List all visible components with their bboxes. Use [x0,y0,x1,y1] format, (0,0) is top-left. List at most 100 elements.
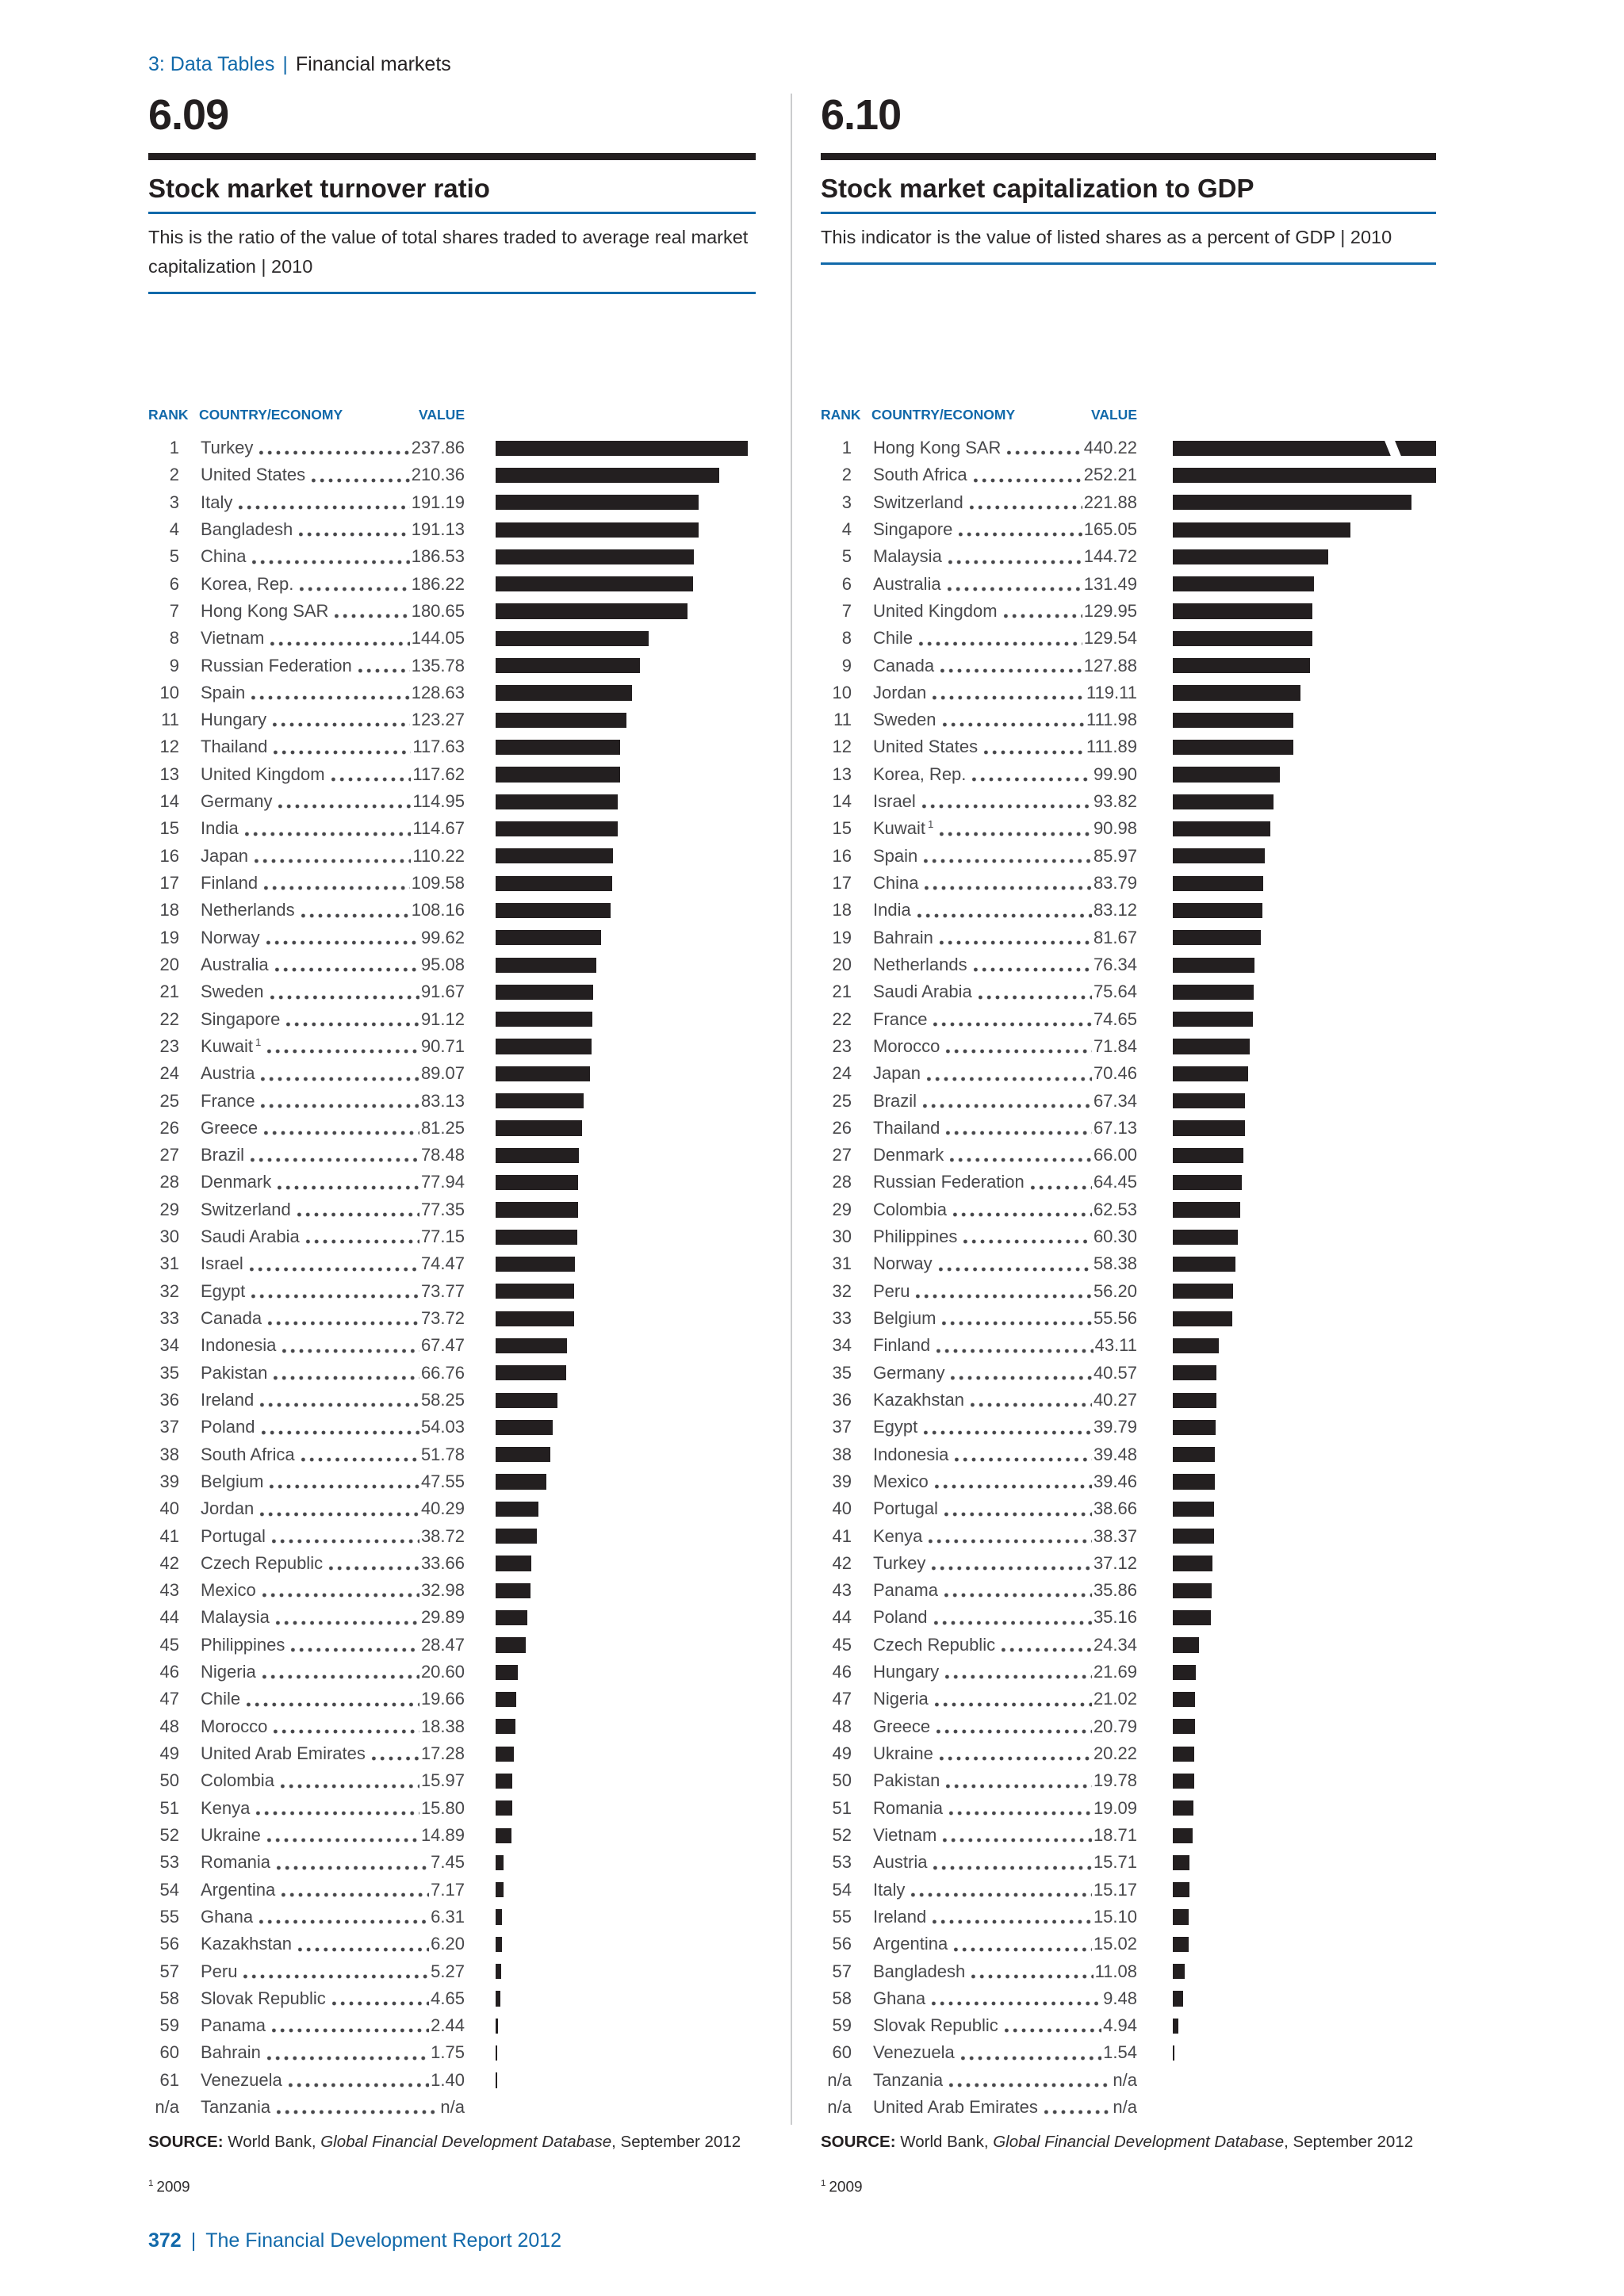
rank-cell: 17 [832,873,852,893]
value-cell: 109.58 [411,873,465,893]
source-line: SOURCE: World Bank, Global Financial Dev… [821,2133,1413,2152]
value-cell: 5.27 [431,1961,465,1981]
country-name: Bahrain [873,927,933,947]
dot-leader [329,1984,430,2013]
value-cell: 180.65 [411,600,465,621]
bar-cell [496,1441,756,1468]
value-cell: 15.10 [1093,1906,1137,1927]
country-name: Saudi Arabia [873,982,972,1002]
rank-cell: 10 [832,682,852,702]
dot-leader [1005,434,1082,462]
rank-cell: 45 [159,1634,179,1655]
value-cell: 77.35 [420,1199,465,1219]
dot-leader [929,1549,1092,1578]
country-name: Belgium [201,1471,264,1491]
dot-leader [295,1931,430,1958]
table-row: 56 Kazakhstan 6.20 [148,1931,756,1958]
value-cell: 43.11 [1094,1335,1137,1356]
bar [1173,1827,1193,1843]
rank-cell: 50 [832,1770,852,1791]
bar [1173,1936,1189,1952]
country-entry: Argentina 15.02 [873,1931,1137,1958]
footer-report-title: The Financial Development Report 2012 [205,2229,562,2252]
value-cell: n/a [440,2097,465,2118]
dot-leader [264,1821,419,1850]
country-name: Hong Kong SAR [201,600,329,621]
country-name: United Kingdom [873,600,998,621]
dot-leader [272,951,419,979]
country-name: Hungary [201,710,267,730]
value-cell: 35.16 [1093,1607,1137,1628]
country-entry: Colombia 62.53 [873,1196,1137,1224]
rank-cell: 23 [159,1035,179,1056]
rank-cell: 27 [832,1145,852,1165]
country-entry: Bangladesh 11.08 [873,1957,1137,1985]
rank-cell: n/a [155,2097,179,2118]
table-row: 47 Chile 19.66 [148,1686,756,1713]
bar [496,1529,537,1544]
table-row: 2 South Africa 252.21 [821,461,1436,489]
value-cell: 440.22 [1083,438,1137,457]
country-name: United States [201,465,306,485]
value-cell: 131.49 [1083,573,1137,594]
bar [1173,712,1293,728]
country-name: Turkey [201,438,254,457]
country-entry: Malaysia 29.89 [201,1604,465,1632]
rank-cell: 16 [159,845,179,866]
value-cell: 77.94 [420,1172,465,1192]
bar-cell [1173,2067,1436,2094]
rank-cell: 34 [159,1335,179,1356]
country-name: Belgium [873,1308,936,1328]
rank-cell: 43 [832,1580,852,1601]
country-name: Israel [201,1253,243,1274]
table-row: 32 Peru 56.20 [821,1277,1436,1305]
dot-leader [934,1712,1092,1740]
table-row: 51 Kenya 15.80 [148,1794,756,1822]
bar-cell [1173,1360,1436,1387]
rank-cell: 28 [159,1172,179,1192]
dot-leader [267,978,419,1006]
table-row: 48 Greece 20.79 [821,1712,1436,1740]
table-row: 58 Ghana 9.48 [821,1984,1436,2013]
bar-cell [1173,1033,1436,1060]
table-row: 28 Denmark 77.94 [148,1169,756,1196]
value-cell: 1.40 [431,2069,465,2090]
rank-cell: 61 [159,2069,179,2090]
rank-cell: 57 [832,1961,852,1981]
value-cell: 21.69 [1093,1662,1137,1682]
country-name: South Africa [873,465,967,485]
country-name: Switzerland [873,492,963,512]
bar [496,2045,498,2061]
country-entry: Peru 56.20 [873,1277,1137,1305]
dot-leader [247,1250,419,1278]
value-cell: 78.48 [420,1145,465,1165]
table-row: 20 Netherlands 76.34 [821,951,1436,979]
bar-cell [496,1523,756,1550]
bar-cell [1173,1985,1436,2012]
country-name: Japan [201,845,248,866]
bar-cell [1173,733,1436,760]
rank-cell: 4 [841,519,852,539]
rank-cell: 52 [832,1824,852,1845]
rank-cell: 27 [159,1145,179,1165]
bar [496,1012,592,1027]
bar [496,1093,584,1109]
value-cell: 15.17 [1093,1879,1137,1900]
country-name: Slovak Republic [201,1988,326,2008]
dot-leader [921,1414,1092,1441]
country-name: Canada [873,655,935,675]
country-name: Philippines [201,1634,285,1655]
rank-cell: 53 [832,1852,852,1873]
breadcrumb: 3: Data Tables | Financial markets [148,52,451,76]
bar-cell [1173,543,1436,570]
dot-leader [266,1305,419,1333]
country-entry: Jordan 40.29 [201,1495,465,1523]
value-cell: 7.45 [431,1852,465,1873]
table-row: 10 Spain 128.63 [148,679,756,707]
bar-cell [496,1795,756,1822]
dot-leader [1001,597,1082,626]
bar [496,875,612,891]
bar-cell [1173,870,1436,897]
dot-leader [931,1005,1092,1033]
value-cell: 93.82 [1093,791,1137,812]
